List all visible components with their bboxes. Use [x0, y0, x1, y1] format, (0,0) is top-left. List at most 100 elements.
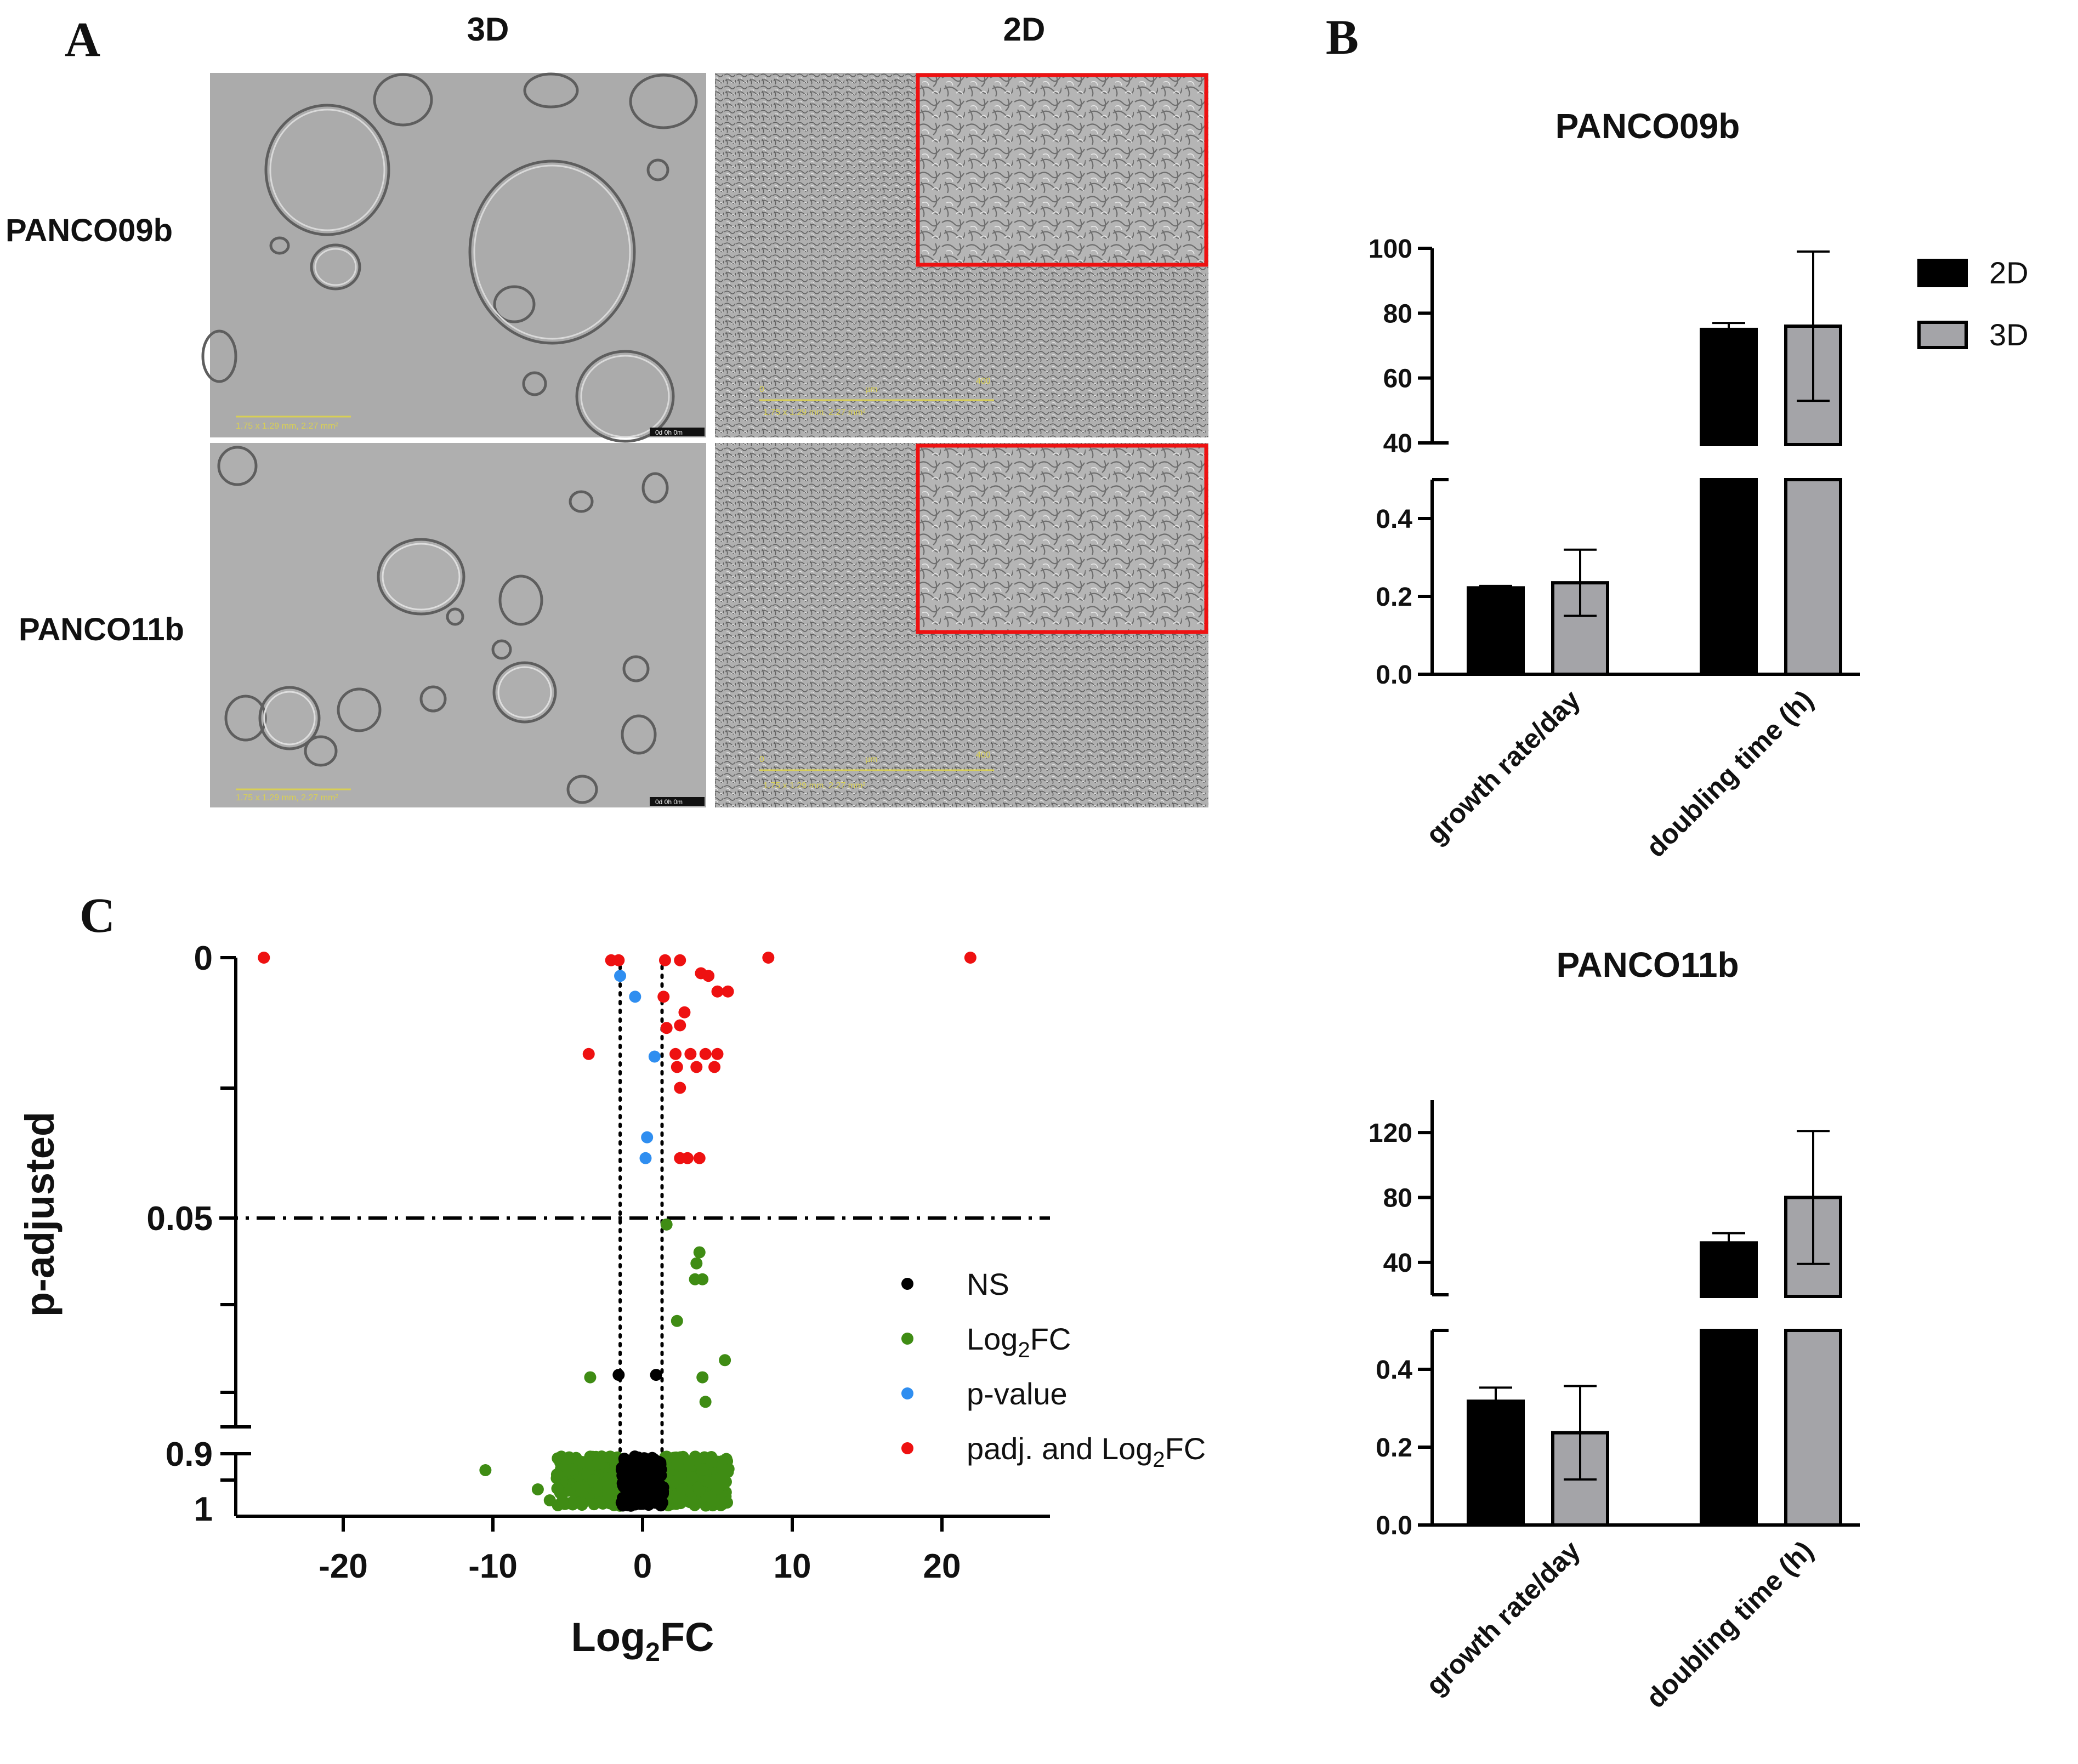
y-tick-label: 0.9 [166, 1436, 213, 1473]
point-log2fc [705, 1476, 717, 1489]
bar-3d-doubling-time-lower [1784, 1329, 1842, 1527]
point-log2fc [693, 1246, 706, 1259]
point-padj-and-log2fc [964, 952, 976, 964]
point-log2fc [705, 1455, 718, 1468]
point-log2fc [719, 1354, 731, 1367]
volcano-plot: 0 0.05 0.9 1 -20 -10 0 10 20 Log2FC p-adjusted N… [17, 940, 1206, 1667]
scale-unit-2d-2: µm [865, 755, 878, 764]
legend-marker [901, 1333, 913, 1345]
scale-unit-2d-1: µm [865, 385, 878, 394]
error-bar-3d-growth-rate [1564, 548, 1597, 617]
point-padj-and-log2fc [708, 1061, 721, 1073]
bar-chart-panco09b: PANCO09b 0.0 0.2 0.4 40 60 80 100 growth rate/… [1369, 106, 2029, 863]
legend-label: padj. and Log2FC [967, 1431, 1206, 1472]
point-padj-and-log2fc [258, 952, 270, 964]
point-padj-and-log2fc [690, 1061, 703, 1073]
panel-label-a: A [65, 13, 100, 67]
legend-marker [901, 1387, 913, 1399]
legend-label: Log2FC [967, 1322, 1071, 1362]
y-tick-label: 0.0 [1376, 661, 1412, 690]
point-ns [657, 1481, 669, 1494]
y-tick-label: 40 [1383, 429, 1412, 458]
row-heading-panco11b: PANCO11b [19, 612, 184, 647]
y-tick-label: 80 [1383, 299, 1412, 328]
scale-info-3d-1: 1.75 x 1.29 mm, 2.27 mm² [236, 422, 338, 431]
point-log2fc [602, 1490, 615, 1503]
bar-2d-doubling-time-lower [1700, 478, 1758, 676]
point-log2fc [705, 1490, 717, 1503]
micrograph-3d-panco11b: 1.75 x 1.29 mm, 2.27 mm² 0d 0h 0m [210, 443, 706, 807]
category-label: growth rate/day [1420, 684, 1586, 850]
point-ns [641, 1489, 654, 1502]
point-log2fc [671, 1315, 683, 1327]
y-tick-label: 0.05 [146, 1200, 213, 1238]
category-label: doubling time (h) [1640, 1535, 1819, 1714]
error-bar-2d-growth-rate [1479, 1386, 1512, 1416]
x-tick-label: 20 [923, 1547, 961, 1585]
point-ns [653, 1490, 666, 1503]
point-padj-and-log2fc [671, 1061, 683, 1073]
point-log2fc [575, 1485, 588, 1498]
chart-title-panco09b: PANCO09b [1555, 106, 1740, 146]
bar-2d-doubling-time-upper [1700, 327, 1758, 447]
point-p-value [641, 1131, 654, 1143]
point-log2fc [690, 1257, 703, 1270]
point-log2fc [592, 1457, 604, 1470]
point-ns [617, 1496, 630, 1509]
point-padj-and-log2fc [702, 970, 715, 982]
scale-zero-2d-1: 0 [759, 385, 764, 394]
point-padj-and-log2fc [674, 954, 686, 966]
point-log2fc [479, 1464, 492, 1476]
point-log2fc [573, 1496, 586, 1509]
legend-swatch-2d [1917, 259, 1968, 287]
point-log2fc [660, 1218, 673, 1231]
error-bar-2d-growth-rate [1479, 584, 1512, 591]
micrograph-2d-panco09b: 0 µm 400 1.75 x 1.29 mm, 2.27 mm² [715, 73, 1208, 437]
point-p-value [629, 991, 641, 1003]
point-padj-and-log2fc [684, 1048, 697, 1060]
point-log2fc [719, 1464, 731, 1477]
bar-chart-panco11b: PANCO11b 0.0 0.2 0.4 40 80 120 growth rate/da… [1369, 945, 1860, 1714]
y-tick-label: 0.2 [1376, 583, 1412, 612]
legend-label-2d: 2D [1989, 255, 2029, 290]
x-tick-label: 10 [774, 1547, 811, 1585]
x-axis-label-tail: FC [660, 1614, 714, 1660]
scale-info-2d-1: 1.75 x 1.29 mm, 2.27 mm² [763, 408, 866, 417]
legend-marker [901, 1278, 913, 1290]
bar-2d-doubling-time-lower [1700, 1329, 1758, 1527]
panel-label-c: C [80, 889, 115, 943]
point-padj-and-log2fc [678, 1006, 691, 1018]
error-bar-2d-doubling-time [1712, 1232, 1745, 1254]
error-bar-3d-growth-rate [1564, 1385, 1597, 1481]
point-padj-and-log2fc [657, 991, 670, 1003]
point-log2fc [604, 1450, 616, 1463]
point-log2fc [714, 1499, 727, 1511]
x-tick-label: -10 [468, 1547, 518, 1585]
point-log2fc [693, 1484, 706, 1496]
x-tick-label: -20 [319, 1547, 368, 1585]
point-log2fc [552, 1452, 564, 1465]
error-bar-2d-doubling-time [1712, 322, 1745, 337]
y-tick-label: 0.0 [1376, 1511, 1412, 1540]
point-padj-and-log2fc [674, 1082, 686, 1094]
category-label: growth rate/day [1420, 1535, 1586, 1701]
scale-zero-2d-2: 0 [759, 755, 764, 764]
point-log2fc [543, 1494, 556, 1506]
bar-3d-doubling-time-lower [1784, 478, 1842, 676]
point-padj-and-log2fc [711, 985, 724, 998]
column-heading-2d: 2D [1003, 11, 1046, 48]
legend-label-3d: 3D [1989, 317, 2029, 352]
chart-title-panco11b: PANCO11b [1556, 945, 1739, 985]
x-axis-label: Log2FC [571, 1614, 714, 1667]
y-tick-label: 60 [1383, 365, 1412, 394]
point-ns [627, 1481, 640, 1493]
point-p-value [639, 1152, 652, 1164]
y-tick-label: 0 [194, 940, 213, 977]
point-log2fc [570, 1452, 582, 1464]
y-tick-label: 0.4 [1376, 1356, 1412, 1385]
bar-2d-growth-rate [1467, 586, 1525, 676]
inset-frame-2d-1 [916, 73, 1208, 267]
category-label: doubling time (h) [1640, 684, 1819, 863]
point-log2fc [699, 1396, 712, 1408]
